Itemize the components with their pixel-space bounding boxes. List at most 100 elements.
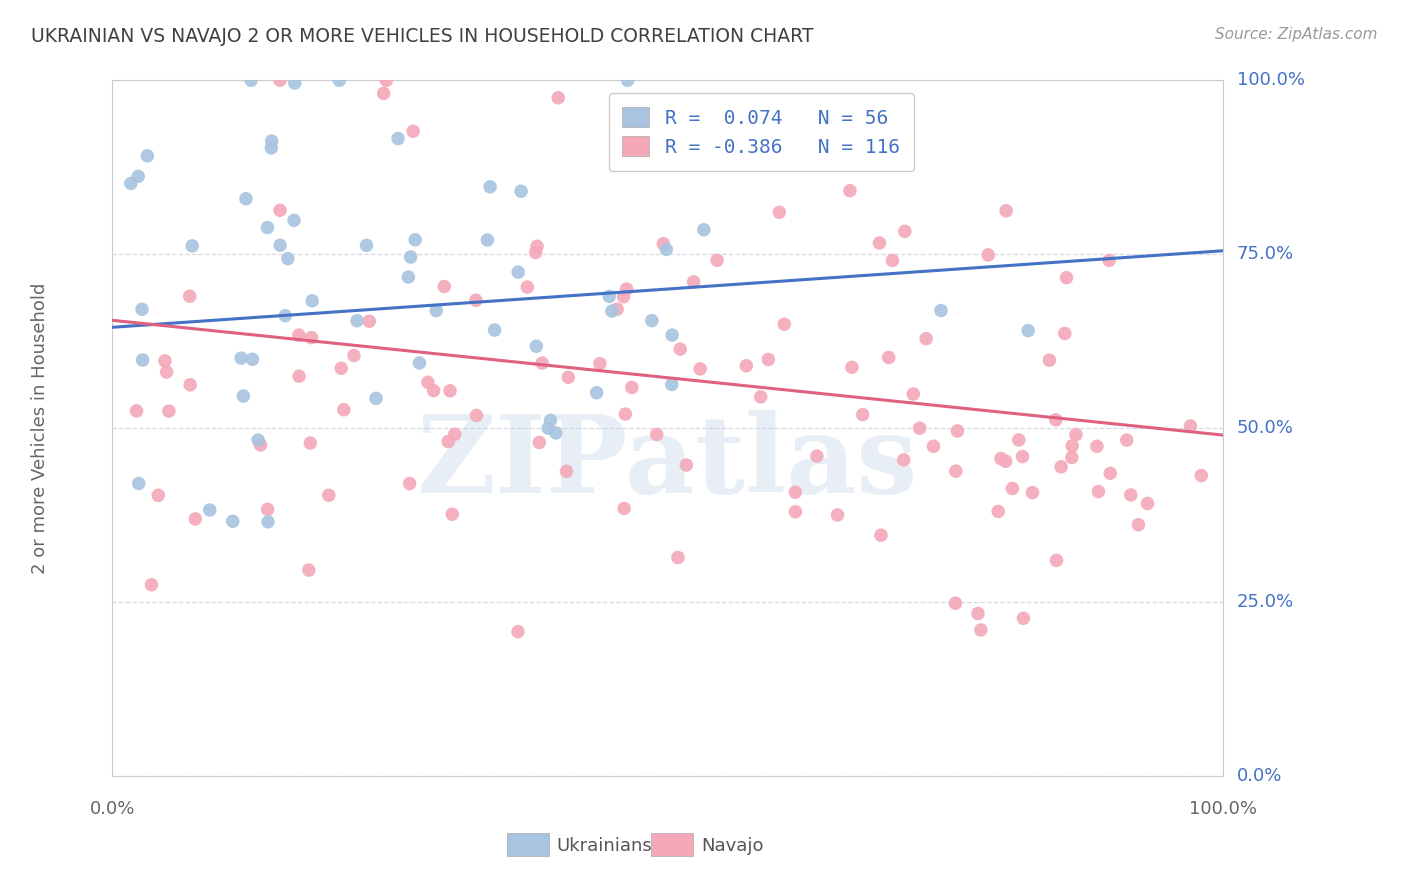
Point bbox=[288, 328, 311, 343]
Point bbox=[1038, 353, 1060, 368]
Point bbox=[242, 352, 264, 367]
Point bbox=[516, 280, 538, 294]
Point bbox=[439, 384, 461, 398]
Point bbox=[375, 73, 398, 87]
Point bbox=[508, 265, 530, 279]
Point bbox=[1060, 450, 1083, 465]
Point bbox=[614, 407, 637, 421]
Point bbox=[662, 96, 685, 111]
Point bbox=[852, 408, 875, 422]
Point bbox=[1087, 484, 1109, 499]
Point bbox=[827, 508, 849, 522]
Point bbox=[269, 203, 291, 218]
Point bbox=[616, 282, 638, 296]
Point bbox=[1189, 468, 1212, 483]
Point bbox=[1119, 488, 1142, 502]
Point bbox=[903, 387, 925, 401]
Point bbox=[1056, 270, 1078, 285]
Point bbox=[620, 380, 643, 394]
Point bbox=[945, 464, 967, 478]
Point bbox=[537, 421, 560, 435]
Point bbox=[465, 409, 488, 423]
Point bbox=[408, 356, 430, 370]
Point bbox=[125, 404, 148, 418]
Point bbox=[422, 384, 444, 398]
Point bbox=[141, 578, 163, 592]
Point bbox=[600, 304, 623, 318]
Point bbox=[990, 451, 1012, 466]
Point bbox=[181, 239, 204, 253]
Point bbox=[613, 290, 636, 304]
Point bbox=[198, 503, 221, 517]
Point bbox=[547, 91, 569, 105]
Point bbox=[946, 424, 969, 438]
Point bbox=[249, 438, 271, 452]
Point bbox=[373, 87, 395, 101]
Point bbox=[585, 385, 607, 400]
Point bbox=[661, 328, 683, 343]
Point bbox=[1128, 517, 1150, 532]
Point bbox=[274, 309, 297, 323]
Point bbox=[231, 351, 253, 366]
Point bbox=[222, 514, 245, 528]
Point bbox=[557, 370, 579, 384]
Point bbox=[995, 203, 1018, 218]
Point bbox=[387, 131, 409, 145]
Point bbox=[298, 563, 321, 577]
Point bbox=[396, 270, 419, 285]
Point bbox=[477, 233, 499, 247]
Point bbox=[437, 434, 460, 449]
Point bbox=[1062, 439, 1084, 453]
Point bbox=[524, 339, 547, 353]
Text: 75.0%: 75.0% bbox=[1236, 245, 1294, 263]
Point bbox=[749, 390, 772, 404]
Text: 0.0%: 0.0% bbox=[1236, 767, 1282, 785]
Point bbox=[645, 427, 668, 442]
Point bbox=[256, 502, 278, 516]
Point bbox=[555, 464, 578, 478]
Text: 100.0%: 100.0% bbox=[1189, 800, 1257, 818]
FancyBboxPatch shape bbox=[506, 833, 548, 856]
Point bbox=[155, 365, 177, 379]
Point bbox=[120, 177, 142, 191]
Point bbox=[1045, 413, 1067, 427]
Text: 100.0%: 100.0% bbox=[1236, 71, 1305, 89]
Point bbox=[256, 220, 278, 235]
Point bbox=[689, 362, 711, 376]
Point bbox=[235, 192, 257, 206]
Point bbox=[232, 389, 254, 403]
Point bbox=[1017, 324, 1039, 338]
Point bbox=[399, 250, 422, 264]
Point bbox=[179, 377, 201, 392]
Point bbox=[1011, 450, 1033, 464]
Point bbox=[655, 243, 678, 257]
Point bbox=[1136, 496, 1159, 510]
Point bbox=[301, 293, 323, 308]
Point bbox=[877, 351, 900, 365]
Point bbox=[768, 205, 790, 219]
Point bbox=[464, 293, 486, 308]
Point bbox=[333, 402, 356, 417]
Point bbox=[531, 356, 554, 370]
Point bbox=[284, 76, 307, 90]
Point bbox=[785, 505, 807, 519]
Point bbox=[893, 453, 915, 467]
Point bbox=[283, 213, 305, 227]
FancyBboxPatch shape bbox=[651, 833, 693, 856]
Point bbox=[247, 433, 270, 447]
Point bbox=[756, 352, 779, 367]
Point bbox=[404, 233, 426, 247]
Point bbox=[785, 485, 807, 500]
Point bbox=[945, 596, 967, 610]
Point bbox=[1050, 459, 1073, 474]
Point bbox=[1115, 433, 1137, 447]
Point bbox=[613, 501, 636, 516]
Point bbox=[915, 332, 938, 346]
Point bbox=[838, 184, 860, 198]
Point bbox=[260, 141, 283, 155]
Point bbox=[529, 435, 551, 450]
Point bbox=[682, 275, 704, 289]
Point bbox=[260, 134, 283, 148]
Point bbox=[616, 73, 638, 87]
Point bbox=[882, 253, 904, 268]
